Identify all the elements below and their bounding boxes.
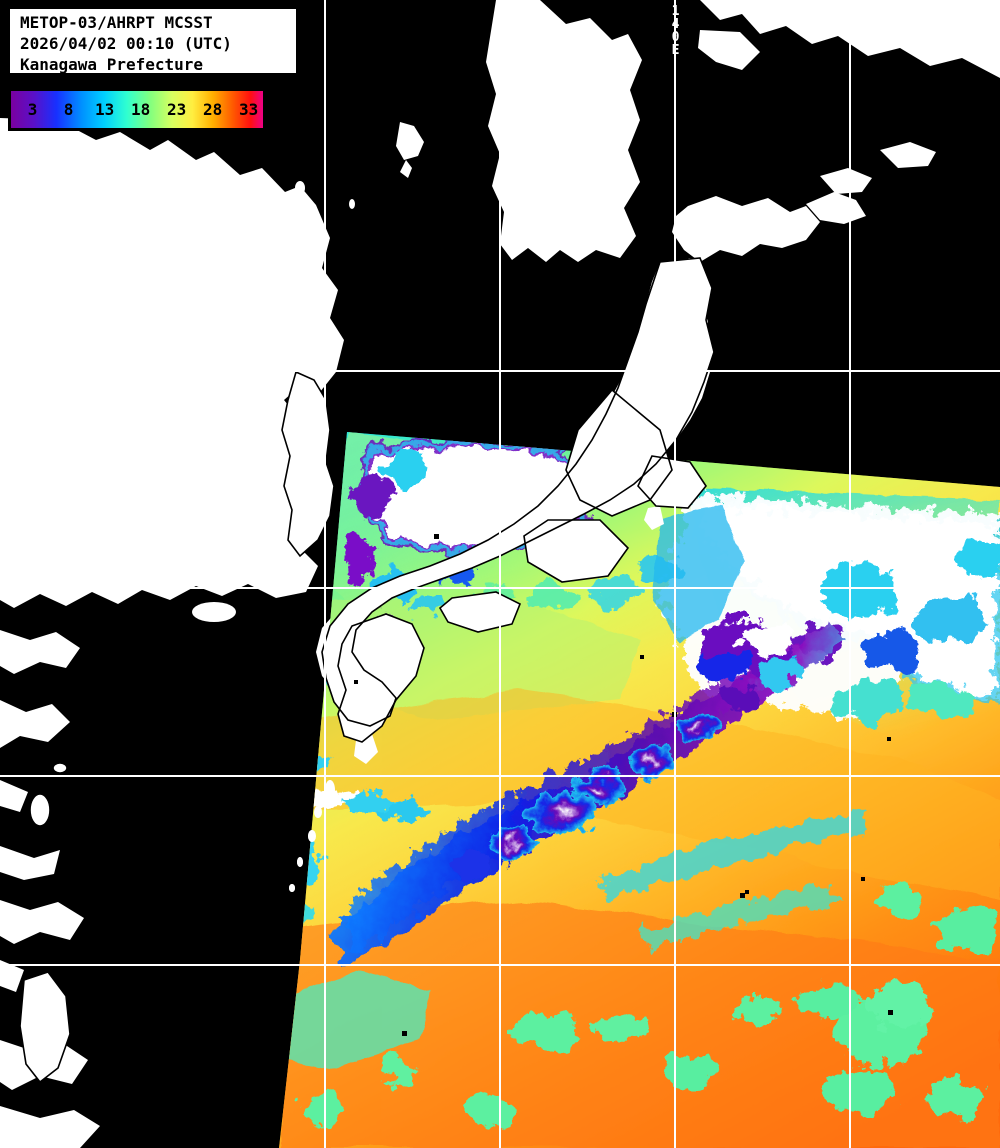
sst-swath xyxy=(279,432,1000,1148)
cloud-patches-south xyxy=(298,884,998,1126)
colorbar-tick-8: 8 xyxy=(63,99,74,119)
cool-tongue-southwest xyxy=(279,970,430,1070)
colorbar-tick-23: 23 xyxy=(166,99,187,119)
cold-cluster-east xyxy=(696,618,802,686)
station-markers xyxy=(354,397,893,1036)
sst-colorbar: 3 8 13 18 23 28 33 xyxy=(8,88,266,131)
kuroshio-warm-core xyxy=(300,690,1000,900)
colorbar-tick-18: 18 xyxy=(130,99,151,119)
title-line-timestamp: 2026/04/02 00:10 (UTC) xyxy=(20,34,232,53)
title-line-region: Kanagawa Prefecture xyxy=(20,55,204,74)
title-line-sensor: METOP-03/AHRPT MCSST xyxy=(20,13,213,32)
colorbar-tick-13: 13 xyxy=(94,99,115,119)
colorbar-tick-33: 33 xyxy=(238,99,259,119)
colorbar-tick-28: 28 xyxy=(202,99,223,119)
colorbar-tick-labels: 3 8 13 18 23 28 33 xyxy=(11,91,263,128)
colorbar-tick-3: 3 xyxy=(27,99,38,119)
colorbar-gradient xyxy=(11,91,263,128)
latitude-label-40N: 40N xyxy=(10,355,38,373)
cloud-streaks-southeast xyxy=(600,812,868,950)
longitude-label-140E: 140E xyxy=(668,4,683,56)
title-box: METOP-03/AHRPT MCSST 2026/04/02 00:10 (U… xyxy=(8,7,298,75)
